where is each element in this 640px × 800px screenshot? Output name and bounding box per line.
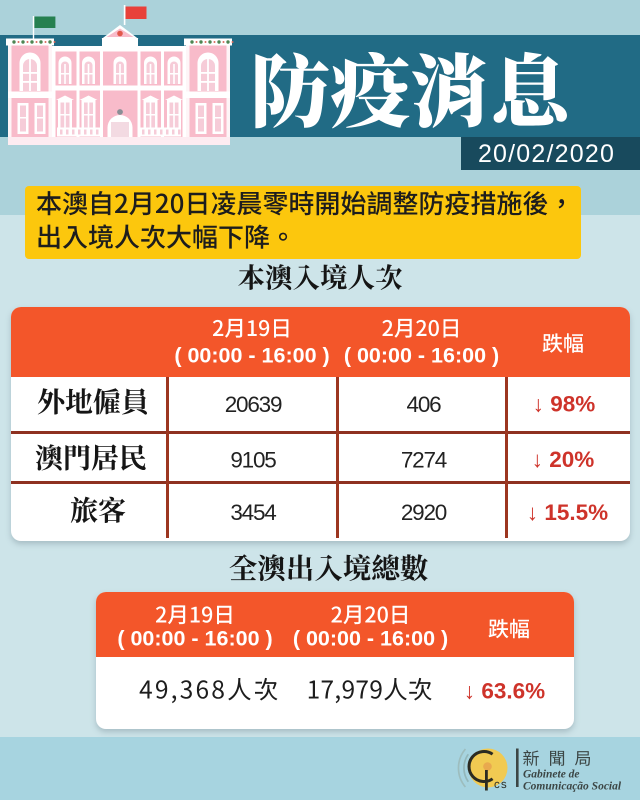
svg-text:( 00:00 - 16:00 ): ( 00:00 - 16:00 ) <box>344 344 499 368</box>
svg-text:20/02/2020: 20/02/2020 <box>478 140 615 168</box>
svg-text:3454: 3454 <box>230 500 276 525</box>
svg-text:Gabinete de: Gabinete de <box>523 769 580 781</box>
svg-text:↓ 15.5%: ↓ 15.5% <box>527 500 608 525</box>
svg-text:9105: 9105 <box>230 448 276 473</box>
svg-text:( 00:00 - 16:00 ): ( 00:00 - 16:00 ) <box>293 627 448 651</box>
svg-text:406: 406 <box>407 392 442 417</box>
svg-text:↓ 98%: ↓ 98% <box>533 392 596 417</box>
svg-text:↓ 20%: ↓ 20% <box>532 447 595 472</box>
svg-text:7274: 7274 <box>401 448 447 473</box>
svg-text:( 00:00 - 16:00 ): ( 00:00 - 16:00 ) <box>117 627 272 651</box>
svg-text:2920: 2920 <box>401 500 447 525</box>
svg-text:20639: 20639 <box>225 392 282 417</box>
svg-text:Comunicação Social: Comunicação Social <box>523 781 622 793</box>
svg-text:( 00:00 - 16:00 ): ( 00:00 - 16:00 ) <box>174 344 329 368</box>
svg-text:↓ 63.6%: ↓ 63.6% <box>464 679 545 704</box>
